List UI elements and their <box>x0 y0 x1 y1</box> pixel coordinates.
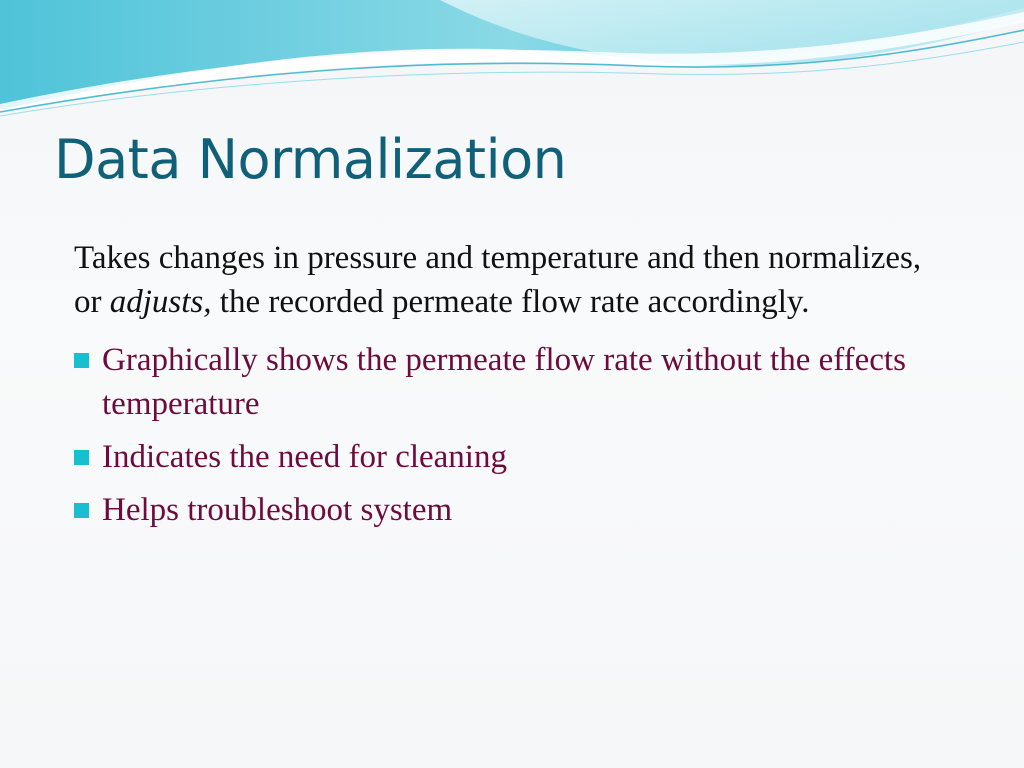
slide-title: Data Normalization <box>54 128 567 191</box>
bullet-list: Graphically shows the permeate flow rate… <box>74 338 934 532</box>
header-wave-decoration <box>0 0 1024 117</box>
bullet-text: Graphically shows the permeate flow rate… <box>102 342 906 422</box>
intro-text-before: Takes changes in pressure and temperatur… <box>74 240 922 320</box>
intro-text-after: the recorded permeate flow rate accordin… <box>211 284 810 320</box>
intro-emphasis: adjusts, <box>109 284 212 320</box>
bullet-item: Helps troubleshoot system <box>74 488 934 532</box>
bullet-item: Graphically shows the permeate flow rate… <box>74 338 934 426</box>
square-bullet-icon <box>74 503 89 518</box>
bullet-text: Indicates the need for cleaning <box>102 439 507 475</box>
square-bullet-icon <box>74 450 89 465</box>
bullet-text: Helps troubleshoot system <box>102 492 453 528</box>
intro-paragraph: Takes changes in pressure and temperatur… <box>74 236 934 324</box>
slide-body: Takes changes in pressure and temperatur… <box>74 236 934 541</box>
square-bullet-icon <box>74 353 89 368</box>
bullet-item: Indicates the need for cleaning <box>74 435 934 479</box>
